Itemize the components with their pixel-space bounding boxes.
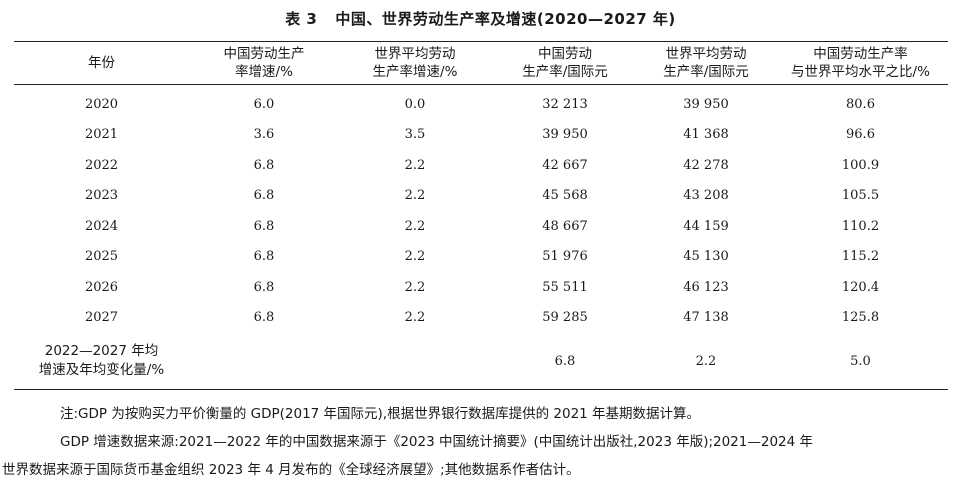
- summary-label: 2022—2027 年均 增速及年均变化量/%: [14, 333, 189, 390]
- cell-world-growth: 2.2: [404, 310, 426, 326]
- cell-cn-productivity: 32 213: [542, 96, 588, 112]
- cell-world-growth: 0.0: [404, 96, 426, 112]
- cell-ratio: 125.8: [841, 310, 880, 326]
- cell-world-productivity: 47 138: [683, 310, 729, 326]
- table-row: 2023 6.8 2.2 45 568 43 208 105.5: [14, 181, 948, 212]
- summary-label-line2: 增速及年均变化量/%: [38, 362, 165, 378]
- cell-ratio: 115.2: [841, 249, 880, 265]
- cell-ratio: 120.4: [841, 279, 880, 295]
- header-year: 年份: [88, 55, 115, 71]
- summary-label-line1: 2022—2027 年均: [44, 343, 159, 359]
- cell-world-productivity: 44 159: [683, 218, 729, 234]
- header-cn-productivity-line2: 生产率/国际元: [522, 64, 608, 80]
- header-row: 年份 中国劳动生产 率增速/% 世界平均劳动 生产率增速/% 中国劳动 生产率/…: [14, 41, 948, 85]
- cell-year: 2021: [84, 127, 119, 143]
- cell-cn-growth: 6.0: [253, 96, 275, 112]
- cell-world-productivity: 42 278: [683, 157, 729, 173]
- table-row: 2025 6.8 2.2 51 976 45 130 115.2: [14, 242, 948, 273]
- note-data-source: GDP 增速数据来源:2021—2022 年的中国数据来源于《2023 中国统计…: [60, 434, 814, 450]
- cell-year: 2025: [84, 249, 119, 265]
- cell-cn-productivity: 42 667: [542, 157, 588, 173]
- cell-cn-productivity: 55 511: [542, 279, 588, 295]
- table-caption: 表 3 中国、世界劳动生产率及增速(2020—2027 年): [0, 8, 961, 29]
- cell-world-growth: 2.2: [404, 188, 426, 204]
- cell-year: 2023: [84, 188, 119, 204]
- cell-world-growth: 2.2: [404, 218, 426, 234]
- summary-ratio: 5.0: [850, 353, 871, 369]
- cell-cn-productivity: 48 667: [542, 218, 588, 234]
- cell-ratio: 110.2: [841, 218, 880, 234]
- cell-world-productivity: 41 368: [683, 127, 729, 143]
- cell-cn-productivity: 51 976: [542, 249, 588, 265]
- table-number: 表 3: [285, 10, 318, 28]
- header-world-growth: 世界平均劳动 生产率增速/%: [339, 42, 491, 85]
- cell-cn-productivity: 59 285: [542, 310, 588, 326]
- cell-world-growth: 2.2: [404, 249, 426, 265]
- cell-world-productivity: 39 950: [683, 96, 729, 112]
- cell-ratio: 96.6: [846, 127, 875, 143]
- table-row: 2026 6.8 2.2 55 511 46 123 120.4: [14, 272, 948, 303]
- summary-world-growth: [339, 333, 491, 390]
- cell-world-productivity: 45 130: [683, 249, 729, 265]
- summary-row: 2022—2027 年均 增速及年均变化量/% 6.8 2.2 5.0: [14, 333, 948, 390]
- header-world-growth-line1: 世界平均劳动: [374, 46, 456, 62]
- cell-year: 2022: [84, 157, 119, 173]
- header-cn-growth-line2: 率增速/%: [235, 64, 293, 80]
- header-world-productivity-line1: 世界平均劳动: [665, 46, 747, 62]
- cell-ratio: 105.5: [841, 188, 880, 204]
- cell-cn-growth: 6.8: [253, 157, 275, 173]
- cell-ratio: 100.9: [841, 157, 880, 173]
- table-row: 2027 6.8 2.2 59 285 47 138 125.8: [14, 303, 948, 334]
- header-world-productivity: 世界平均劳动 生产率/国际元: [639, 42, 773, 85]
- cell-world-productivity: 46 123: [683, 279, 729, 295]
- header-cn-productivity: 中国劳动 生产率/国际元: [491, 42, 639, 85]
- cell-cn-growth: 6.8: [253, 310, 275, 326]
- table-header: 年份 中国劳动生产 率增速/% 世界平均劳动 生产率增速/% 中国劳动 生产率/…: [14, 41, 948, 85]
- cell-cn-growth: 6.8: [253, 188, 275, 204]
- cell-world-growth: 2.2: [404, 279, 426, 295]
- cell-cn-growth: 6.8: [253, 279, 275, 295]
- header-ratio-line2: 与世界平均水平之比/%: [791, 64, 930, 80]
- summary-cn-growth: [189, 333, 339, 390]
- cell-year: 2026: [84, 279, 119, 295]
- cell-year: 2024: [84, 218, 119, 234]
- header-world-growth-line2: 生产率增速/%: [372, 64, 458, 80]
- cell-cn-growth: 6.8: [253, 249, 275, 265]
- table-title: 中国、世界劳动生产率及增速(2020—2027 年): [335, 10, 676, 28]
- cell-world-growth: 3.5: [404, 127, 426, 143]
- table-row: 2024 6.8 2.2 48 667 44 159 110.2: [14, 211, 948, 242]
- cell-cn-productivity: 39 950: [542, 127, 588, 143]
- header-cn-productivity-line1: 中国劳动: [538, 46, 592, 62]
- header-cn-growth: 中国劳动生产 率增速/%: [189, 42, 339, 85]
- table-row: 2020 6.0 0.0 32 213 39 950 80.6: [14, 85, 948, 120]
- summary-cn-productivity: 6.8: [554, 353, 576, 369]
- header-ratio-line1: 中国劳动生产率: [813, 46, 908, 62]
- table-row: 2021 3.6 3.5 39 950 41 368 96.6: [14, 120, 948, 151]
- summary-world-productivity: 2.2: [695, 353, 717, 369]
- cell-world-productivity: 43 208: [683, 188, 729, 204]
- cell-year: 2020: [84, 96, 119, 112]
- table-row: 2022 6.8 2.2 42 667 42 278 100.9: [14, 150, 948, 181]
- header-cn-growth-line1: 中国劳动生产: [223, 46, 305, 62]
- cell-ratio: 80.6: [846, 96, 875, 112]
- header-world-productivity-line2: 生产率/国际元: [663, 64, 749, 80]
- table-notes: 注:GDP 为按购买力平价衡量的 GDP(2017 年国际元),根据世界银行数据…: [2, 400, 932, 484]
- productivity-table: 年份 中国劳动生产 率增速/% 世界平均劳动 生产率增速/% 中国劳动 生产率/…: [14, 41, 948, 390]
- note-gdp-definition: 注:GDP 为按购买力平价衡量的 GDP(2017 年国际元),根据世界银行数据…: [60, 406, 701, 422]
- cell-cn-growth: 3.6: [253, 127, 275, 143]
- note-data-source-continued: 世界数据来源于国际货币基金组织 2023 年 4 月发布的《全球经济展望》;其他…: [2, 462, 580, 478]
- table-body: 2020 6.0 0.0 32 213 39 950 80.6 2021 3.6…: [14, 85, 948, 390]
- cell-cn-productivity: 45 568: [542, 188, 588, 204]
- cell-world-growth: 2.2: [404, 157, 426, 173]
- header-ratio: 中国劳动生产率 与世界平均水平之比/%: [773, 42, 948, 85]
- cell-year: 2027: [84, 310, 119, 326]
- cell-cn-growth: 6.8: [253, 218, 275, 234]
